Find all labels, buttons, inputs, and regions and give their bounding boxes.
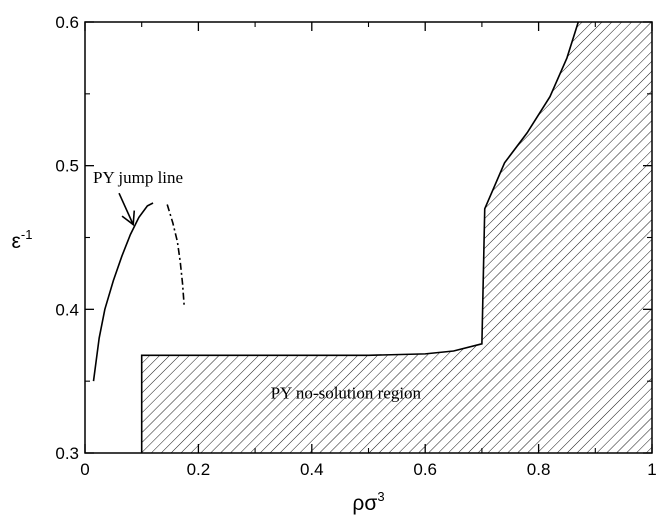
region-hatch [141,22,652,453]
x-tick-label: 0.2 [187,460,211,479]
y-axis-label-sup: -1 [21,227,33,242]
annotation-arrow [118,192,134,225]
annotation-layer: PY jump line [93,168,183,227]
x-tick-label: 0.8 [527,460,551,479]
y-tick-label: 0.6 [55,13,79,32]
no-solution-region: PY no-solution region [140,21,652,453]
x-tick-label: 0 [80,460,89,479]
x-tick-label: 0.4 [300,460,324,479]
series-layer [92,202,186,382]
y-tick-label: 0.5 [55,157,79,176]
x-tick-label: 1 [647,460,656,479]
series-line-1 [92,202,154,382]
region-boundary [140,21,580,453]
annotation-label: PY jump line [93,168,183,187]
x-axis-label-sup: 3 [377,489,384,504]
x-axis-label-base: ρσ [352,492,377,515]
x-axis-label: ρσ3 [352,489,384,515]
y-axis-label-base: ε [12,230,21,253]
series-line-2 [166,204,186,307]
tick-layer: 0 0.2 0.4 0.6 0.8 1 0.3 0.4 0.5 0.6 [55,13,656,479]
y-axis-label: ε-1 [12,227,33,253]
y-tick-label: 0.3 [55,444,79,463]
y-tick-label: 0.4 [55,300,79,319]
region-label: PY no-solution region [271,383,422,402]
x-tick-label: 0.6 [413,460,437,479]
annotation-arrowhead [121,210,136,227]
